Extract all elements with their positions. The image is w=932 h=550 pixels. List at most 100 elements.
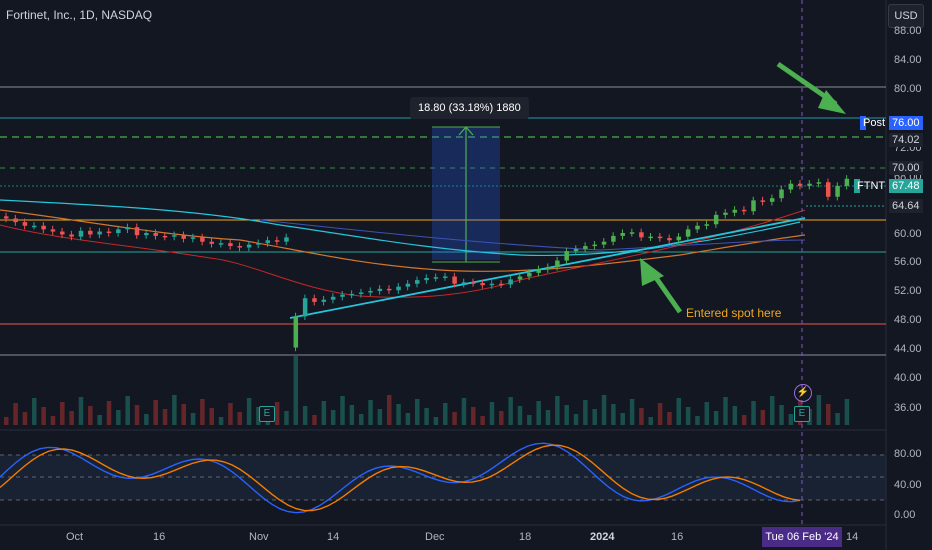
candle <box>555 260 560 268</box>
moving-average-line <box>0 209 806 298</box>
volume-bar <box>527 415 532 425</box>
volume-bar <box>760 410 766 425</box>
alert-icon[interactable]: ⚡ <box>794 384 812 402</box>
candle <box>200 237 205 242</box>
volume-bar <box>732 406 738 425</box>
earnings-icon[interactable]: E <box>794 406 810 422</box>
oscillator-axis-label: 40.00 <box>894 479 922 491</box>
moving-average-line <box>259 219 806 251</box>
candle <box>471 282 476 284</box>
candle <box>302 298 308 317</box>
volume-bar <box>88 406 93 425</box>
candle <box>274 240 280 242</box>
time-axis-label: Nov <box>249 531 269 543</box>
candle <box>648 236 654 239</box>
candle <box>284 237 289 242</box>
volume-bar <box>583 400 588 425</box>
candle <box>536 269 541 273</box>
candle <box>499 283 504 286</box>
candle <box>237 246 243 248</box>
candle <box>218 243 224 245</box>
candle <box>349 293 355 296</box>
volume-bar <box>713 411 719 425</box>
moving-average-line <box>0 199 801 257</box>
volume-bar <box>611 404 616 425</box>
candle <box>256 243 261 245</box>
candle <box>583 246 588 249</box>
candle <box>4 216 9 219</box>
volume-bar <box>779 405 784 425</box>
price-tag-name: Post <box>860 116 885 130</box>
candle <box>265 240 271 244</box>
candle <box>88 230 93 235</box>
candle <box>685 229 691 237</box>
candle <box>844 178 850 186</box>
candle <box>321 299 327 302</box>
candle <box>489 283 495 286</box>
candle <box>657 236 663 239</box>
volume-bar <box>237 412 243 425</box>
price-axis-label: 36.00 <box>894 402 922 414</box>
volume-bar <box>639 408 644 425</box>
volume-bar <box>844 399 850 425</box>
measure-label: 18.80 (33.18%) 1880 <box>410 97 529 119</box>
volume-bar <box>256 407 261 425</box>
volume-bar <box>620 413 625 425</box>
price-tag-value: 67.48 <box>889 179 923 193</box>
volume-bar <box>667 412 672 425</box>
candle <box>246 244 252 248</box>
volume-bar <box>769 396 775 425</box>
volume-bar <box>153 400 158 425</box>
price-axis-label: 56.00 <box>894 256 922 268</box>
price-axis-label: 48.00 <box>894 314 922 326</box>
price-axis-label: 40.00 <box>894 372 922 384</box>
volume-bar <box>41 407 46 425</box>
candle <box>704 224 710 226</box>
price-axis-label: 52.00 <box>894 285 922 297</box>
candle <box>228 243 233 247</box>
volume-bar <box>825 404 831 425</box>
oscillator-axis-label: 0.00 <box>894 509 916 521</box>
candle <box>69 234 74 237</box>
candle <box>527 272 532 277</box>
candle <box>134 227 140 236</box>
volume-bar <box>181 404 186 425</box>
candle <box>97 231 102 235</box>
candle <box>125 227 130 230</box>
candle <box>116 229 121 233</box>
volume-bar <box>377 409 383 425</box>
currency-button[interactable]: USD <box>888 4 924 28</box>
candle <box>22 222 28 226</box>
candle <box>667 238 672 241</box>
volume-bar <box>536 401 541 425</box>
volume-bar <box>116 410 121 425</box>
candle <box>713 214 719 225</box>
candle <box>564 251 569 261</box>
volume-bar <box>545 410 551 425</box>
candle <box>368 291 373 293</box>
volume-bar <box>461 398 467 425</box>
time-axis-label: Dec <box>425 531 445 543</box>
volume-bar <box>200 399 205 425</box>
volume-bar <box>50 416 56 425</box>
candle <box>433 277 439 279</box>
volume-bar <box>741 415 747 425</box>
earnings-icon[interactable]: E <box>259 406 275 422</box>
volume-bar <box>648 417 654 425</box>
volume-bar <box>555 396 560 425</box>
price-tag-value: 76.00 <box>889 116 923 130</box>
measure-arrow-head <box>458 126 474 136</box>
candle <box>779 189 784 199</box>
volume-bar <box>340 396 345 425</box>
volume-bar <box>592 409 597 425</box>
volume-bar <box>349 405 355 425</box>
cursor-date-label: Tue 06 Feb '24 <box>762 527 842 547</box>
candle <box>41 225 46 230</box>
candle <box>209 241 214 244</box>
annotation-arrow-head <box>640 258 664 286</box>
candle <box>769 198 775 202</box>
volume-bar <box>835 413 840 425</box>
volume-bar <box>78 397 84 425</box>
price-axis-label: 88.00 <box>894 25 922 37</box>
